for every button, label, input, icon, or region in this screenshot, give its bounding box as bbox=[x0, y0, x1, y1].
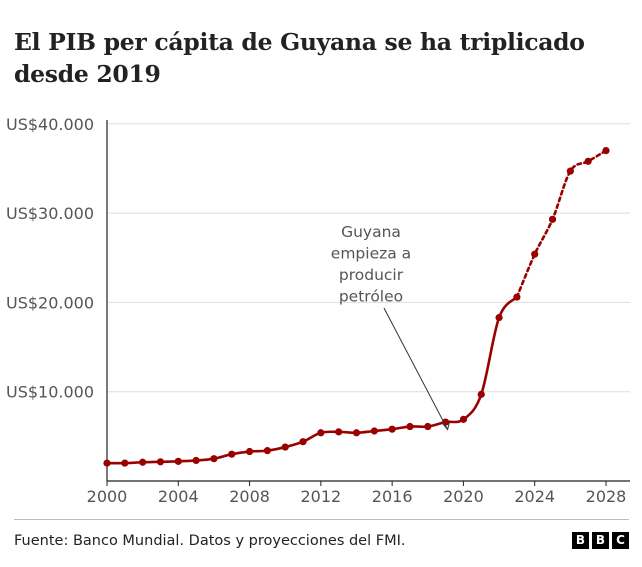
x-tick-label: 2000 bbox=[87, 487, 128, 506]
data-point bbox=[263, 447, 271, 455]
data-point bbox=[245, 447, 254, 456]
data-point bbox=[299, 438, 307, 446]
gridlines bbox=[107, 123, 630, 393]
axes bbox=[106, 120, 630, 486]
bbc-logo: B B C bbox=[572, 532, 629, 549]
bbc-logo-letter: B bbox=[592, 532, 609, 549]
annotation-arrowhead bbox=[442, 421, 451, 431]
footer-divider bbox=[14, 519, 629, 520]
data-point bbox=[566, 167, 574, 175]
projection-series-line bbox=[515, 149, 608, 299]
annotation-text: empieza a bbox=[331, 245, 411, 263]
annotation: Guyana empieza a producir petróleo bbox=[331, 223, 451, 431]
data-point bbox=[406, 422, 414, 431]
x-tick-label: 2012 bbox=[300, 487, 341, 506]
y-axis-tick-labels: US$10.000 US$20.000 US$30.000 US$40.000 bbox=[6, 115, 94, 402]
data-point bbox=[424, 422, 432, 431]
x-tick-label: 2020 bbox=[443, 487, 484, 506]
data-point bbox=[281, 443, 289, 451]
annotation-text: Guyana bbox=[341, 223, 401, 241]
data-point bbox=[103, 459, 111, 467]
data-point bbox=[156, 458, 165, 466]
y-tick-label: US$10.000 bbox=[6, 383, 94, 402]
data-point bbox=[335, 428, 343, 436]
data-point bbox=[477, 390, 485, 398]
data-point bbox=[317, 429, 325, 437]
x-tick-label: 2028 bbox=[586, 487, 627, 506]
bbc-logo-letter: B bbox=[572, 532, 589, 549]
bbc-logo-letter: C bbox=[612, 532, 629, 549]
chart-title: El PIB per cápita de Guyana se ha tripli… bbox=[14, 28, 585, 88]
y-tick-label: US$20.000 bbox=[6, 293, 94, 312]
source-note: Fuente: Banco Mundial. Datos y proyeccio… bbox=[14, 533, 406, 549]
data-point bbox=[121, 459, 129, 467]
y-tick-label: US$40.000 bbox=[6, 115, 94, 134]
annotation-arrow bbox=[383, 307, 449, 430]
x-tick-label: 2008 bbox=[229, 487, 270, 506]
data-point bbox=[352, 429, 361, 437]
historical-series-line bbox=[105, 295, 519, 465]
y-tick-label: US$30.000 bbox=[6, 204, 94, 223]
data-point bbox=[174, 457, 182, 465]
x-tick-label: 2016 bbox=[372, 487, 413, 506]
x-tick-label: 2004 bbox=[158, 487, 199, 506]
annotation-text: petróleo bbox=[339, 288, 403, 306]
data-point bbox=[548, 215, 557, 223]
data-point bbox=[388, 425, 396, 433]
data-point bbox=[370, 427, 378, 435]
data-point bbox=[602, 146, 610, 155]
data-point bbox=[210, 455, 218, 463]
data-point bbox=[459, 415, 468, 423]
data-point bbox=[442, 418, 450, 426]
annotation-text: producir bbox=[339, 266, 404, 284]
data-point bbox=[228, 450, 236, 458]
x-axis-tick-labels: 2000 2004 2008 2012 2016 2020 2024 2028 bbox=[87, 487, 627, 506]
data-point bbox=[495, 313, 503, 322]
x-tick-label: 2024 bbox=[514, 487, 555, 506]
data-point bbox=[192, 456, 200, 465]
data-point bbox=[139, 458, 147, 466]
data-point bbox=[531, 250, 539, 258]
data-point bbox=[584, 157, 592, 165]
data-series bbox=[103, 146, 610, 467]
